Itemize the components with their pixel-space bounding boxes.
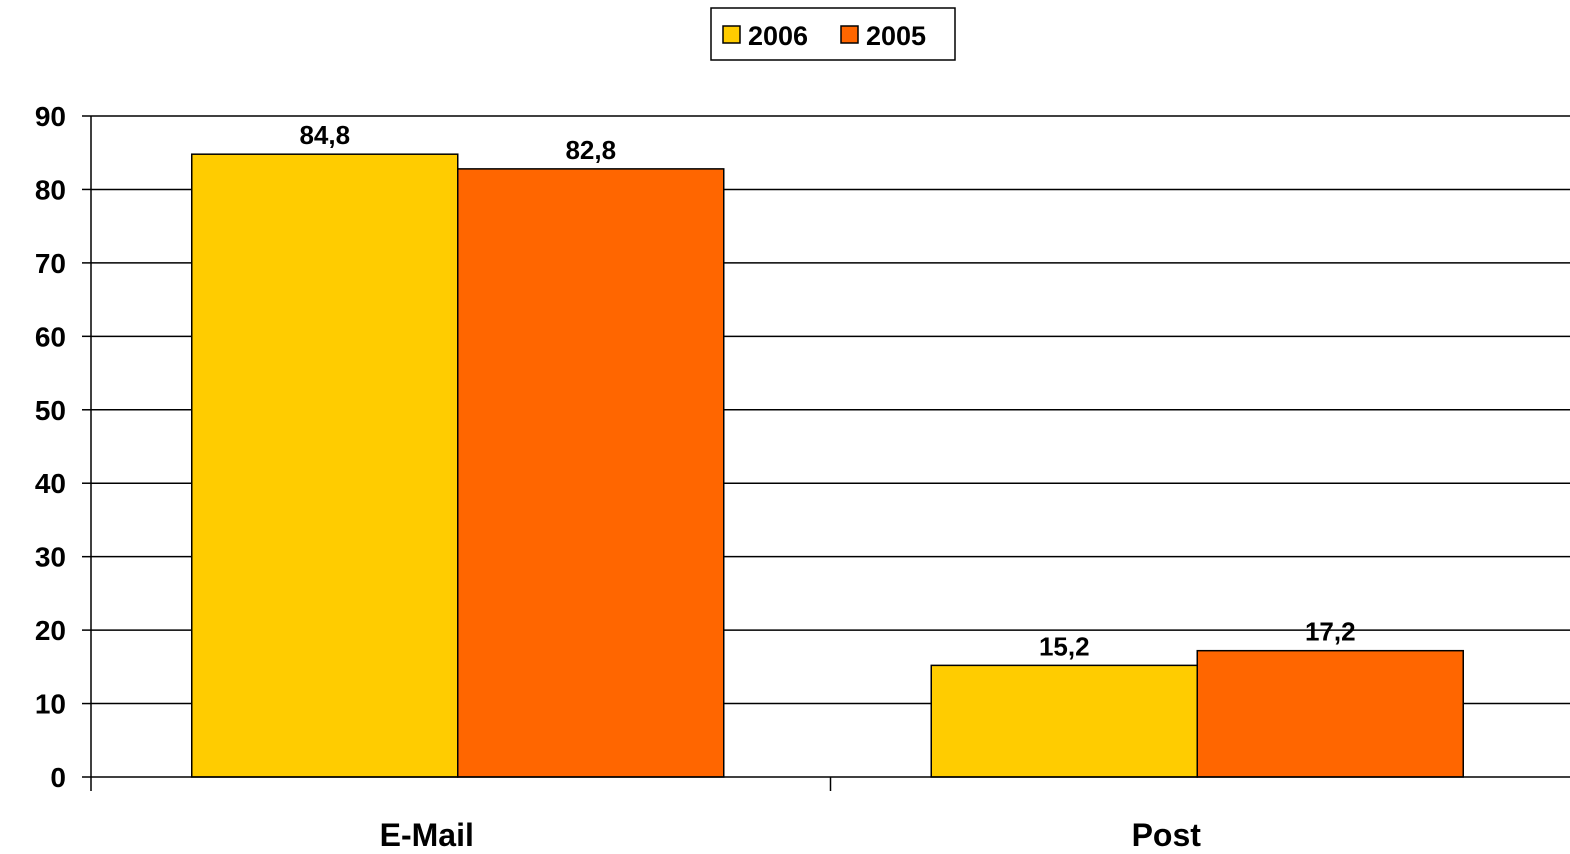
bar-post-2005	[1196, 649, 1464, 778]
category-labels: E-Mail Post	[380, 817, 1202, 853]
data-label-e-mail-2005: 82,8	[565, 135, 616, 165]
y-axis-ticks: 0 10 20 30 40 50 60 70 80 90	[35, 101, 91, 793]
y-tick-label-40: 40	[35, 468, 66, 499]
data-label-post-2005: 17,2	[1305, 617, 1356, 647]
y-tick-label-60: 60	[35, 321, 66, 352]
y-tick-label-30: 30	[35, 542, 66, 573]
data-label-post-2006: 15,2	[1039, 631, 1090, 661]
legend-label-2005: 2005	[866, 21, 926, 51]
y-tick-label-10: 10	[35, 689, 66, 720]
axes	[90, 116, 1570, 791]
bar-e-mail-2005	[457, 168, 725, 778]
y-tick-label-70: 70	[35, 248, 66, 279]
data-labels: 84,8 82,8 15,2 17,2	[299, 120, 1355, 661]
y-tick-label-20: 20	[35, 615, 66, 646]
legend: 2006 2005	[710, 7, 956, 61]
legend-swatch-2006	[722, 25, 741, 44]
data-label-e-mail-2006: 84,8	[299, 120, 350, 150]
category-label-post: Post	[1132, 817, 1202, 853]
y-tick-label-50: 50	[35, 395, 66, 426]
bar-post-2006	[930, 664, 1198, 778]
bars	[191, 153, 1464, 778]
category-label-e-mail: E-Mail	[380, 817, 474, 853]
legend-swatch-2005	[840, 25, 859, 44]
y-tick-label-80: 80	[35, 174, 66, 205]
y-tick-label-0: 0	[50, 762, 66, 793]
legend-box	[710, 7, 956, 61]
legend-label-2006: 2006	[748, 21, 808, 51]
bar-e-mail-2006	[191, 153, 459, 778]
y-tick-label-90: 90	[35, 101, 66, 132]
